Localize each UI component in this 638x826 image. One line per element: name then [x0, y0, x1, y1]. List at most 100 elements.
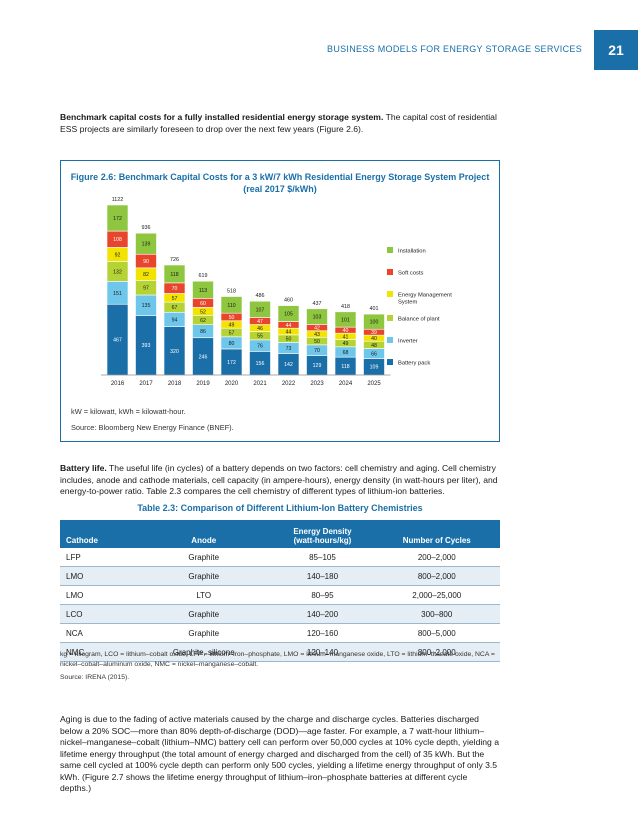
table-row: NCA Graphite 120–160 800–5,000	[60, 623, 500, 643]
segment-value-label: 132	[113, 269, 122, 275]
figure-2-6: Figure 2.6: Benchmark Capital Costs for …	[60, 160, 500, 442]
segment-value-label: 110	[227, 303, 235, 309]
page-number: 21	[594, 30, 638, 70]
cell-cycles: 300–800	[373, 604, 500, 624]
header-cycles: Number of Cycles	[373, 520, 500, 548]
cell-anode: Graphite	[136, 623, 272, 643]
legend-label: Installation	[398, 249, 426, 255]
bar-total-label: 1122	[112, 197, 124, 203]
segment-value-label: 76	[257, 344, 263, 350]
segment-value-label: 113	[199, 288, 207, 294]
cell-cycles: 2,000–25,000	[373, 585, 500, 605]
x-tick-label: 2023	[310, 381, 324, 387]
cell-cycles: 200–2,000	[373, 548, 500, 567]
cell-cathode: LFP	[60, 548, 137, 567]
cell-anode: Graphite	[136, 604, 272, 624]
table-row: NMC Graphite, silicone 120–140 800–2,000	[60, 642, 500, 662]
bar-segment	[249, 300, 271, 318]
figure-source: Source: Bloomberg New Energy Finance (BN…	[71, 423, 234, 432]
aging-paragraph: Aging is due to the fading of active mat…	[60, 714, 499, 793]
bar-total-label: 437	[313, 301, 322, 307]
segment-value-label: 246	[199, 354, 208, 360]
segment-value-label: 129	[313, 363, 322, 369]
figure-title: Figure 2.6: Benchmark Capital Costs for …	[61, 171, 499, 195]
header-anode: Anode	[136, 520, 272, 548]
x-tick-label: 2019	[196, 381, 210, 387]
cell-anode: LTO	[136, 585, 272, 605]
cell-cathode: LMO	[60, 566, 137, 586]
segment-value-label: 50	[229, 315, 235, 321]
segment-value-label: 44	[286, 330, 292, 336]
legend-swatch	[387, 315, 393, 321]
legend-swatch	[387, 291, 393, 297]
figure-note: kW = kilowatt, kWh = kilowatt-hour.	[71, 407, 186, 416]
x-tick-label: 2017	[139, 381, 153, 387]
cell-density: 140–200	[271, 604, 374, 624]
cell-anode: Graphite, silicone	[136, 642, 272, 662]
table-row: LFP Graphite 85–105 200–2,000	[60, 548, 500, 567]
battery-life-lead: Battery life.	[60, 463, 107, 473]
segment-value-label: 467	[113, 338, 122, 344]
cell-cathode: LCO	[60, 604, 137, 624]
segment-value-label: 49	[343, 341, 349, 347]
cell-cathode: LMO	[60, 585, 137, 605]
chemistry-table: Cathode Anode Energy Density (watt-hours…	[60, 520, 500, 662]
cell-cathode: NCA	[60, 623, 137, 643]
segment-value-label: 82	[143, 272, 149, 278]
segment-value-label: 101	[341, 317, 350, 323]
table-row: LCO Graphite 140–200 300–800	[60, 604, 500, 624]
table-title: Table 2.3: Comparison of Different Lithi…	[137, 503, 423, 513]
bar-segment	[106, 204, 129, 232]
segment-value-label: 40	[343, 328, 349, 334]
segment-value-label: 80	[229, 341, 235, 347]
cell-cathode: NMC	[60, 642, 137, 662]
segment-value-label: 48	[371, 343, 377, 349]
cell-anode: Graphite	[136, 548, 272, 567]
segment-value-label: 92	[115, 252, 121, 258]
bar-total-label: 936	[142, 225, 151, 231]
segment-value-label: 47	[257, 319, 263, 325]
segment-value-label: 57	[172, 296, 178, 302]
segment-value-label: 40	[371, 336, 377, 342]
legend-label: Balance of plant	[398, 317, 440, 323]
segment-value-label: 70	[172, 286, 178, 292]
segment-value-label: 70	[314, 348, 320, 354]
cell-cycles: 800–2,000	[373, 566, 500, 586]
bar-segment	[277, 305, 300, 322]
segment-value-label: 43	[314, 332, 320, 338]
figure-title-line2: (real 2017 $/kWh)	[243, 184, 317, 194]
battery-life-paragraph: Battery life. The useful life (in cycles…	[60, 463, 500, 498]
bar-segment	[135, 232, 157, 255]
segment-value-label: 100	[370, 320, 379, 326]
table-header-row: Cathode Anode Energy Density (watt-hours…	[60, 520, 500, 548]
cell-cycles: 800–2,000	[373, 642, 500, 662]
segment-value-label: 156	[256, 361, 265, 367]
x-tick-label: 2018	[168, 381, 182, 387]
intro-paragraph: Benchmark capital costs for a fully inst…	[60, 112, 500, 135]
segment-value-label: 393	[142, 343, 151, 349]
segment-value-label: 39	[371, 330, 377, 336]
segment-value-label: 60	[200, 301, 206, 307]
segment-value-label: 320	[170, 349, 179, 355]
bar-segment	[163, 264, 186, 284]
segment-value-label: 105	[284, 312, 293, 318]
bar-segment	[363, 313, 385, 330]
segment-value-label: 49	[229, 322, 235, 328]
segment-value-label: 109	[370, 365, 379, 371]
segment-value-label: 108	[113, 237, 122, 243]
segment-value-label: 103	[313, 315, 322, 321]
x-tick-label: 2024	[339, 381, 353, 387]
cell-density: 140–180	[271, 566, 374, 586]
bar-total-label: 619	[199, 273, 208, 279]
segment-value-label: 135	[142, 303, 151, 309]
segment-value-label: 118	[341, 364, 349, 370]
bar-total-label: 401	[370, 306, 379, 312]
x-tick-label: 2025	[367, 381, 381, 387]
segment-value-label: 172	[227, 360, 236, 366]
legend-swatch	[387, 337, 393, 343]
segment-value-label: 90	[143, 259, 149, 265]
segment-value-label: 42	[314, 326, 320, 332]
bar-segment	[334, 311, 357, 328]
segment-value-label: 50	[314, 339, 320, 345]
legend-swatch	[387, 247, 393, 253]
